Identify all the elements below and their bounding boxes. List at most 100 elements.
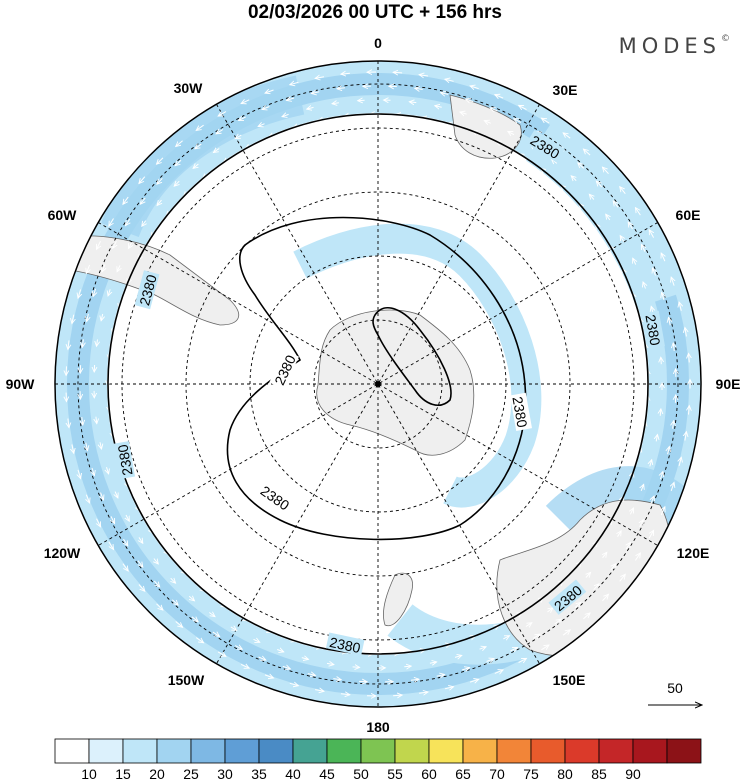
- lon-label-60w: 60W: [48, 207, 78, 223]
- wind-arrow: [554, 619, 561, 624]
- wind-arrow: [282, 666, 291, 669]
- wind-arrow: [326, 663, 334, 664]
- colorbar-tick-label: 45: [319, 766, 335, 782]
- wind-arrow: [661, 357, 662, 365]
- wind-arrow: [111, 516, 115, 523]
- colorbar: 10 15 20 25 30 35 40 45 50 55 60 65 70 75 80 85 90: [54, 738, 702, 782]
- colorbar-tick-label: 40: [285, 766, 301, 782]
- wind-arrow: [122, 563, 128, 571]
- colorbar-swatch-10: [394, 738, 430, 764]
- wind-arrow: [586, 572, 591, 577]
- wind-arrow: [154, 558, 158, 565]
- wind-arrow: [253, 639, 260, 642]
- wind-arrow: [484, 121, 491, 124]
- colorbar-swatch-6: [258, 738, 294, 764]
- wind-arrow: [195, 637, 203, 643]
- wind-arrow: [139, 176, 146, 184]
- wind-arrow: [196, 124, 204, 130]
- wind-arrow: [230, 627, 237, 631]
- wind-arrow: [107, 467, 109, 474]
- wind-arrow: [332, 103, 339, 104]
- wind-arrow: [679, 302, 681, 311]
- wind-arrow: [96, 416, 97, 424]
- wind-arrow: [108, 289, 110, 296]
- wind-arrow: [574, 602, 581, 609]
- lon-label-120w: 120W: [44, 545, 81, 561]
- wind-arrow: [610, 564, 616, 571]
- wind-arrow: [671, 482, 674, 492]
- wind-arrow: [662, 292, 664, 301]
- colorbar-swatch-16: [598, 738, 634, 764]
- wind-arrow: [337, 88, 346, 89]
- colorbar-swatch-1: [88, 738, 124, 764]
- wind-arrow: [689, 353, 690, 363]
- contour-label-120w: 2380: [114, 443, 135, 477]
- wind-arrow: [352, 667, 360, 668]
- wind-arrow: [307, 107, 314, 109]
- south-pole-marker: [375, 381, 381, 387]
- wind-arrow: [157, 177, 163, 184]
- wind-arrow: [660, 472, 663, 480]
- wind-arrow: [685, 328, 687, 337]
- wind-arrow: [262, 107, 270, 110]
- lon-label-150w: 150W: [168, 672, 205, 688]
- wind-arrow: [315, 77, 325, 79]
- wind-arrow: [157, 157, 164, 164]
- wind-arrow: [469, 679, 479, 682]
- wind-arrow: [72, 314, 74, 324]
- wind-arrow: [466, 99, 474, 102]
- contour-label-180: 2380: [328, 634, 362, 656]
- wind-arrow: [101, 492, 104, 500]
- wind-arrow: [82, 339, 83, 347]
- wind-arrow: [435, 106, 442, 108]
- lon-label-180: 180: [366, 719, 390, 735]
- wind-arrow: [333, 679, 341, 680]
- wind-arrow: [258, 124, 265, 127]
- colorbar-tick-label: 10: [81, 766, 97, 782]
- wind-arrow: [138, 560, 143, 567]
- wind-arrow: [571, 176, 576, 181]
- colorbar-swatch-11: [428, 738, 464, 764]
- wind-arrow: [289, 683, 299, 685]
- wind-arrow: [209, 613, 215, 617]
- africa: [449, 94, 522, 159]
- colorbar-tick-label: 35: [251, 766, 267, 782]
- wind-arrow: [176, 140, 183, 147]
- wind-arrow: [239, 117, 246, 121]
- contour-outer: [107, 113, 649, 655]
- colorbar-tick-label: 60: [421, 766, 437, 782]
- wind-arrow: [563, 133, 571, 139]
- wind-arrow: [454, 655, 462, 657]
- wind-arrow: [92, 467, 94, 476]
- wind-arrow: [115, 491, 118, 498]
- wind-arrow: [218, 111, 227, 117]
- wind-arrow: [603, 552, 607, 559]
- graticule: [55, 61, 701, 707]
- wind-arrow: [341, 73, 350, 74]
- wind-arrow: [393, 72, 403, 73]
- wind-arrow: [593, 584, 599, 591]
- wind-arrow: [479, 647, 487, 650]
- colorbar-tick-label: 30: [217, 766, 233, 782]
- wind-arrow: [525, 623, 532, 627]
- wind-arrow: [503, 636, 509, 639]
- lon-label-30w: 30W: [174, 80, 204, 96]
- wind-arrow: [240, 664, 249, 668]
- wind-arrow: [541, 118, 550, 124]
- wind-arrow: [128, 242, 131, 248]
- wind-arrow: [68, 418, 69, 428]
- colorbar-swatch-15: [564, 738, 600, 764]
- wind-arrow: [234, 646, 242, 650]
- wind-arrow: [193, 164, 199, 168]
- wind-arrow: [661, 253, 665, 262]
- wind-arrow: [393, 695, 402, 696]
- contour-inner: [226, 216, 527, 541]
- wind-arrow: [97, 518, 101, 527]
- wind-arrow: [620, 187, 626, 195]
- wind-arrow: [109, 218, 114, 227]
- wind-arrow: [102, 264, 105, 272]
- wind-arrow: [419, 692, 428, 693]
- colorbar-tick-label: 70: [489, 766, 505, 782]
- lon-label-60e: 60E: [676, 207, 701, 223]
- colorbar-tick-label: 80: [557, 766, 573, 782]
